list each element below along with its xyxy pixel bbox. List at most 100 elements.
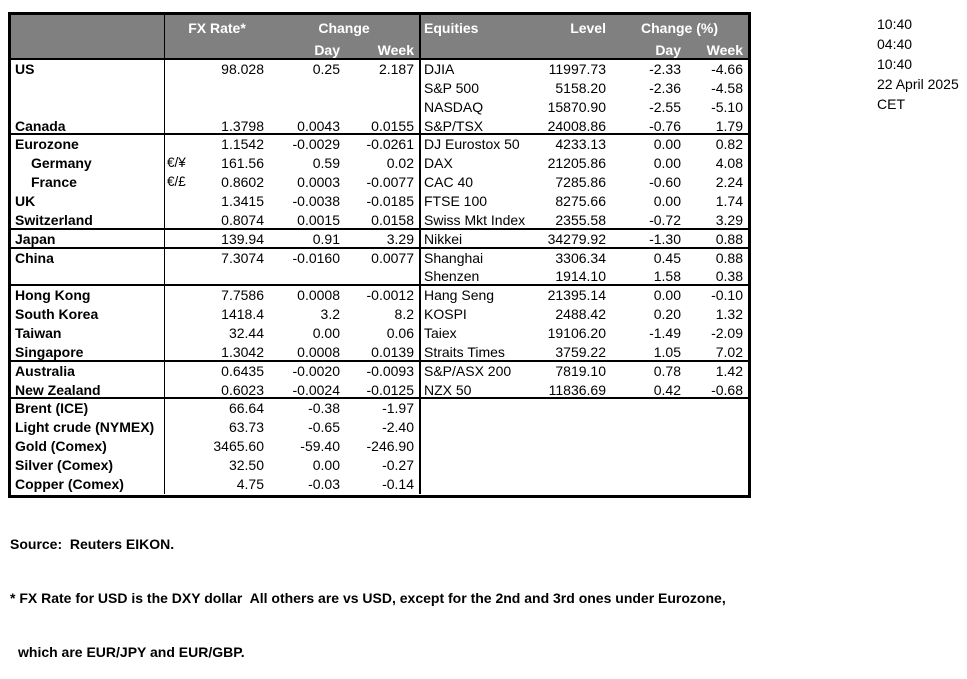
equity-change-week <box>686 418 748 437</box>
fx-rate-value: 161.56 <box>221 155 264 172</box>
header-empty-cell <box>421 41 546 60</box>
fx-change-day: -0.65 <box>308 419 340 436</box>
equity-level <box>546 437 611 456</box>
equity-change-week <box>686 475 748 494</box>
equity-label <box>421 475 546 494</box>
page: { "header": { "fx_rate": "FX Rate*", "ch… <box>8 12 959 660</box>
row-label: Switzerland <box>11 210 165 230</box>
currency-pair-label <box>165 305 203 324</box>
fx-rate-value: 3465.60 <box>213 438 264 455</box>
date-label: 22 April 2025 <box>877 76 959 92</box>
fx-change-day: -59.40 <box>300 438 340 455</box>
equity-change-week: 0.88 <box>715 249 743 266</box>
equity-change-day <box>611 418 686 437</box>
footnote-line-2: which are EUR/JPY and EUR/GBP. <box>18 644 245 660</box>
fx-change-week: -0.0125 <box>345 380 421 400</box>
market-data-table: FX Rate* Change Equities Level Change (%… <box>8 12 751 498</box>
currency-pair-label <box>165 98 203 117</box>
row-label: France <box>11 173 165 193</box>
currency-pair-label <box>165 60 203 79</box>
equity-change-week: 1.79 <box>686 117 748 136</box>
row-label: Germany <box>11 154 165 174</box>
fx-change-week: 0.0158 <box>345 210 421 230</box>
fx-change-day: -0.0020 <box>292 362 340 379</box>
fx-rate-value: 7.3074 <box>221 249 264 266</box>
row-label <box>11 267 165 287</box>
equity-change-week: 1.42 <box>715 362 743 379</box>
equity-label: Swiss Mkt Index <box>421 211 546 230</box>
equity-change-day: 0.00 <box>653 155 681 172</box>
fx-change-day: 0.0015 <box>269 211 345 230</box>
row-label: South Korea <box>11 305 165 325</box>
row-label: Singapore <box>11 342 165 362</box>
fx-change-week: -0.14 <box>345 474 421 494</box>
fx-change-day <box>269 98 345 117</box>
equity-change-day <box>611 399 686 418</box>
fx-change-day: -0.0029 <box>292 136 340 153</box>
currency-pair-label <box>165 211 203 230</box>
equity-label: NASDAQ <box>424 98 484 115</box>
fx-change-day: -0.0038 <box>292 193 340 210</box>
timestamp: 10:40 <box>877 56 913 72</box>
equity-label: Shenzen <box>421 267 546 287</box>
currency-pair-label <box>165 343 203 362</box>
fx-change-week: 0.06 <box>345 324 421 343</box>
equity-change-day: -2.33 <box>649 61 681 77</box>
equity-label: CAC 40 <box>424 174 474 191</box>
fx-rate-value: 1.3042 <box>203 343 269 362</box>
currency-pair-label <box>165 456 203 475</box>
equity-level <box>546 475 611 494</box>
equity-level: 7285.86 <box>555 174 606 191</box>
fx-rate-value: 1418.4 <box>221 306 264 323</box>
equity-change-week: -0.10 <box>711 287 743 304</box>
row-label: Gold (Comex) <box>11 437 165 457</box>
header-empty-cell <box>165 41 269 60</box>
currency-pair-label <box>165 230 203 249</box>
header-fx-rate: FX Rate* <box>165 15 269 41</box>
fx-change-day: 0.0008 <box>297 287 340 304</box>
row-label <box>11 78 165 98</box>
header-level: Level <box>546 15 611 41</box>
equity-level: 3759.22 <box>546 343 611 362</box>
equity-level: 8275.66 <box>555 193 606 210</box>
timestamp: 10:40 <box>877 16 913 32</box>
equity-level: 3306.34 <box>555 249 606 266</box>
equity-level: 21395.14 <box>547 287 606 304</box>
row-label: Brent (ICE) <box>11 399 165 419</box>
fx-change-day: -0.0024 <box>269 381 345 400</box>
fx-change-week: -0.0185 <box>345 192 421 211</box>
equity-change-day: 1.58 <box>611 267 686 287</box>
equity-change-day: -1.49 <box>649 325 681 342</box>
equity-change-week: 0.88 <box>686 230 748 249</box>
equity-level: 34279.92 <box>546 230 611 249</box>
currency-pair-label <box>165 399 203 418</box>
currency-pair-label: €/£ <box>167 174 186 190</box>
currency-pair-label: €/¥ <box>167 155 186 171</box>
equity-change-day: 0.00 <box>653 136 681 153</box>
equity-level: 7819.10 <box>555 362 606 379</box>
equity-level: 1914.10 <box>546 267 611 287</box>
equity-label: Taiex <box>424 325 457 342</box>
header-empty-cell <box>11 41 165 60</box>
equity-label: NZX 50 <box>421 381 546 400</box>
equity-change-week: -4.58 <box>711 79 743 96</box>
fx-rate-value: 0.6023 <box>203 381 269 400</box>
fx-rate-value: 0.8074 <box>203 211 269 230</box>
equity-change-day: 0.00 <box>653 193 681 210</box>
equity-change-week <box>686 456 748 475</box>
row-label: Australia <box>11 361 165 381</box>
currency-pair-label <box>165 249 203 268</box>
fx-rate-value: 1.3798 <box>203 117 269 136</box>
equity-level <box>546 456 611 475</box>
fx-change-week: 0.0155 <box>345 116 421 136</box>
equity-change-week: -4.66 <box>711 61 743 77</box>
fx-change-day: 0.00 <box>312 457 340 474</box>
equity-change-week: 3.29 <box>686 211 748 230</box>
fx-change-week: -0.0077 <box>345 173 421 193</box>
fx-rate-value <box>203 98 269 117</box>
timestamp: 04:40 <box>877 36 913 52</box>
fx-rate-value: 4.75 <box>236 475 264 492</box>
fx-rate-value: 32.44 <box>228 325 264 342</box>
header-fx-day: Day <box>269 41 345 60</box>
currency-pair-label <box>165 475 203 494</box>
